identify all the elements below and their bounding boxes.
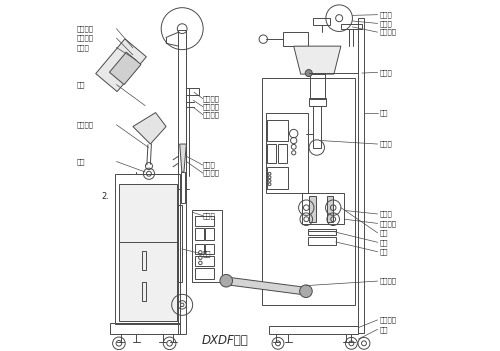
Text: 成型器: 成型器 <box>203 162 215 168</box>
Bar <box>358 18 364 333</box>
Bar <box>195 216 214 226</box>
Bar <box>178 205 182 282</box>
Bar <box>195 256 214 266</box>
Bar <box>110 323 180 334</box>
Text: 充电开关: 充电开关 <box>203 111 220 118</box>
Text: 支座: 支座 <box>77 158 86 165</box>
Text: 传动箱: 传动箱 <box>77 44 90 51</box>
Bar <box>181 172 186 204</box>
Polygon shape <box>110 52 141 85</box>
Text: 切刀: 切刀 <box>380 239 388 246</box>
Text: 料斗: 料斗 <box>77 81 86 88</box>
Circle shape <box>305 69 312 77</box>
Bar <box>283 32 308 46</box>
Text: 控制杆: 控制杆 <box>380 69 392 76</box>
Bar <box>268 167 288 190</box>
Text: 展褶盘: 展褶盘 <box>380 11 392 18</box>
Bar <box>313 18 330 25</box>
Text: DXDF系列: DXDF系列 <box>202 334 249 347</box>
Text: 卷纸轴: 卷纸轴 <box>380 20 392 27</box>
Circle shape <box>220 274 232 287</box>
Text: 出料管: 出料管 <box>380 141 392 147</box>
Bar <box>192 211 222 282</box>
Text: 滚轮: 滚轮 <box>380 230 388 236</box>
Bar <box>195 244 203 254</box>
Text: 接近开关: 接近开关 <box>203 103 220 110</box>
Text: 振动螺杆: 振动螺杆 <box>380 317 396 323</box>
Text: 护罩: 护罩 <box>203 251 211 258</box>
Bar <box>142 251 146 270</box>
Text: 脚轮: 脚轮 <box>380 326 388 333</box>
Bar <box>195 228 203 240</box>
Bar <box>313 106 320 147</box>
Bar <box>116 174 180 324</box>
Text: 立柱: 立柱 <box>380 109 388 116</box>
Text: 热封管板: 热封管板 <box>380 220 396 227</box>
Bar <box>278 144 286 163</box>
Bar <box>308 237 336 245</box>
Text: 电控箱: 电控箱 <box>203 212 215 219</box>
Bar <box>302 193 344 224</box>
Bar <box>178 30 186 334</box>
Polygon shape <box>133 113 166 144</box>
Bar <box>308 229 336 235</box>
Bar <box>195 268 214 279</box>
Text: 输送皮管: 输送皮管 <box>380 278 396 284</box>
Bar <box>341 25 362 29</box>
Bar <box>142 282 146 302</box>
Text: 刀架: 刀架 <box>380 249 388 255</box>
Text: 供纸电机: 供纸电机 <box>203 95 220 102</box>
Text: 充填电机: 充填电机 <box>77 25 94 32</box>
Bar <box>205 244 214 254</box>
Polygon shape <box>294 46 341 74</box>
Text: 调整螺钉: 调整螺钉 <box>203 170 220 176</box>
Bar <box>119 184 176 320</box>
Bar <box>310 98 326 106</box>
Text: 包装材料: 包装材料 <box>380 29 396 35</box>
Bar <box>327 196 333 221</box>
Polygon shape <box>180 144 186 172</box>
Circle shape <box>300 285 312 298</box>
Bar <box>205 228 214 240</box>
Bar <box>186 88 198 95</box>
Bar <box>269 326 358 333</box>
Bar <box>310 74 325 99</box>
Bar <box>268 120 288 140</box>
Bar <box>268 144 276 163</box>
Polygon shape <box>226 277 306 295</box>
Bar <box>262 78 355 305</box>
Text: 调节螺杆: 调节螺杆 <box>77 121 94 128</box>
Text: 搅拌电机: 搅拌电机 <box>77 35 94 41</box>
Polygon shape <box>96 39 146 92</box>
Text: 2.: 2. <box>102 192 110 201</box>
Text: 热封器: 热封器 <box>380 211 392 217</box>
Bar <box>310 196 316 221</box>
Bar <box>266 113 308 193</box>
